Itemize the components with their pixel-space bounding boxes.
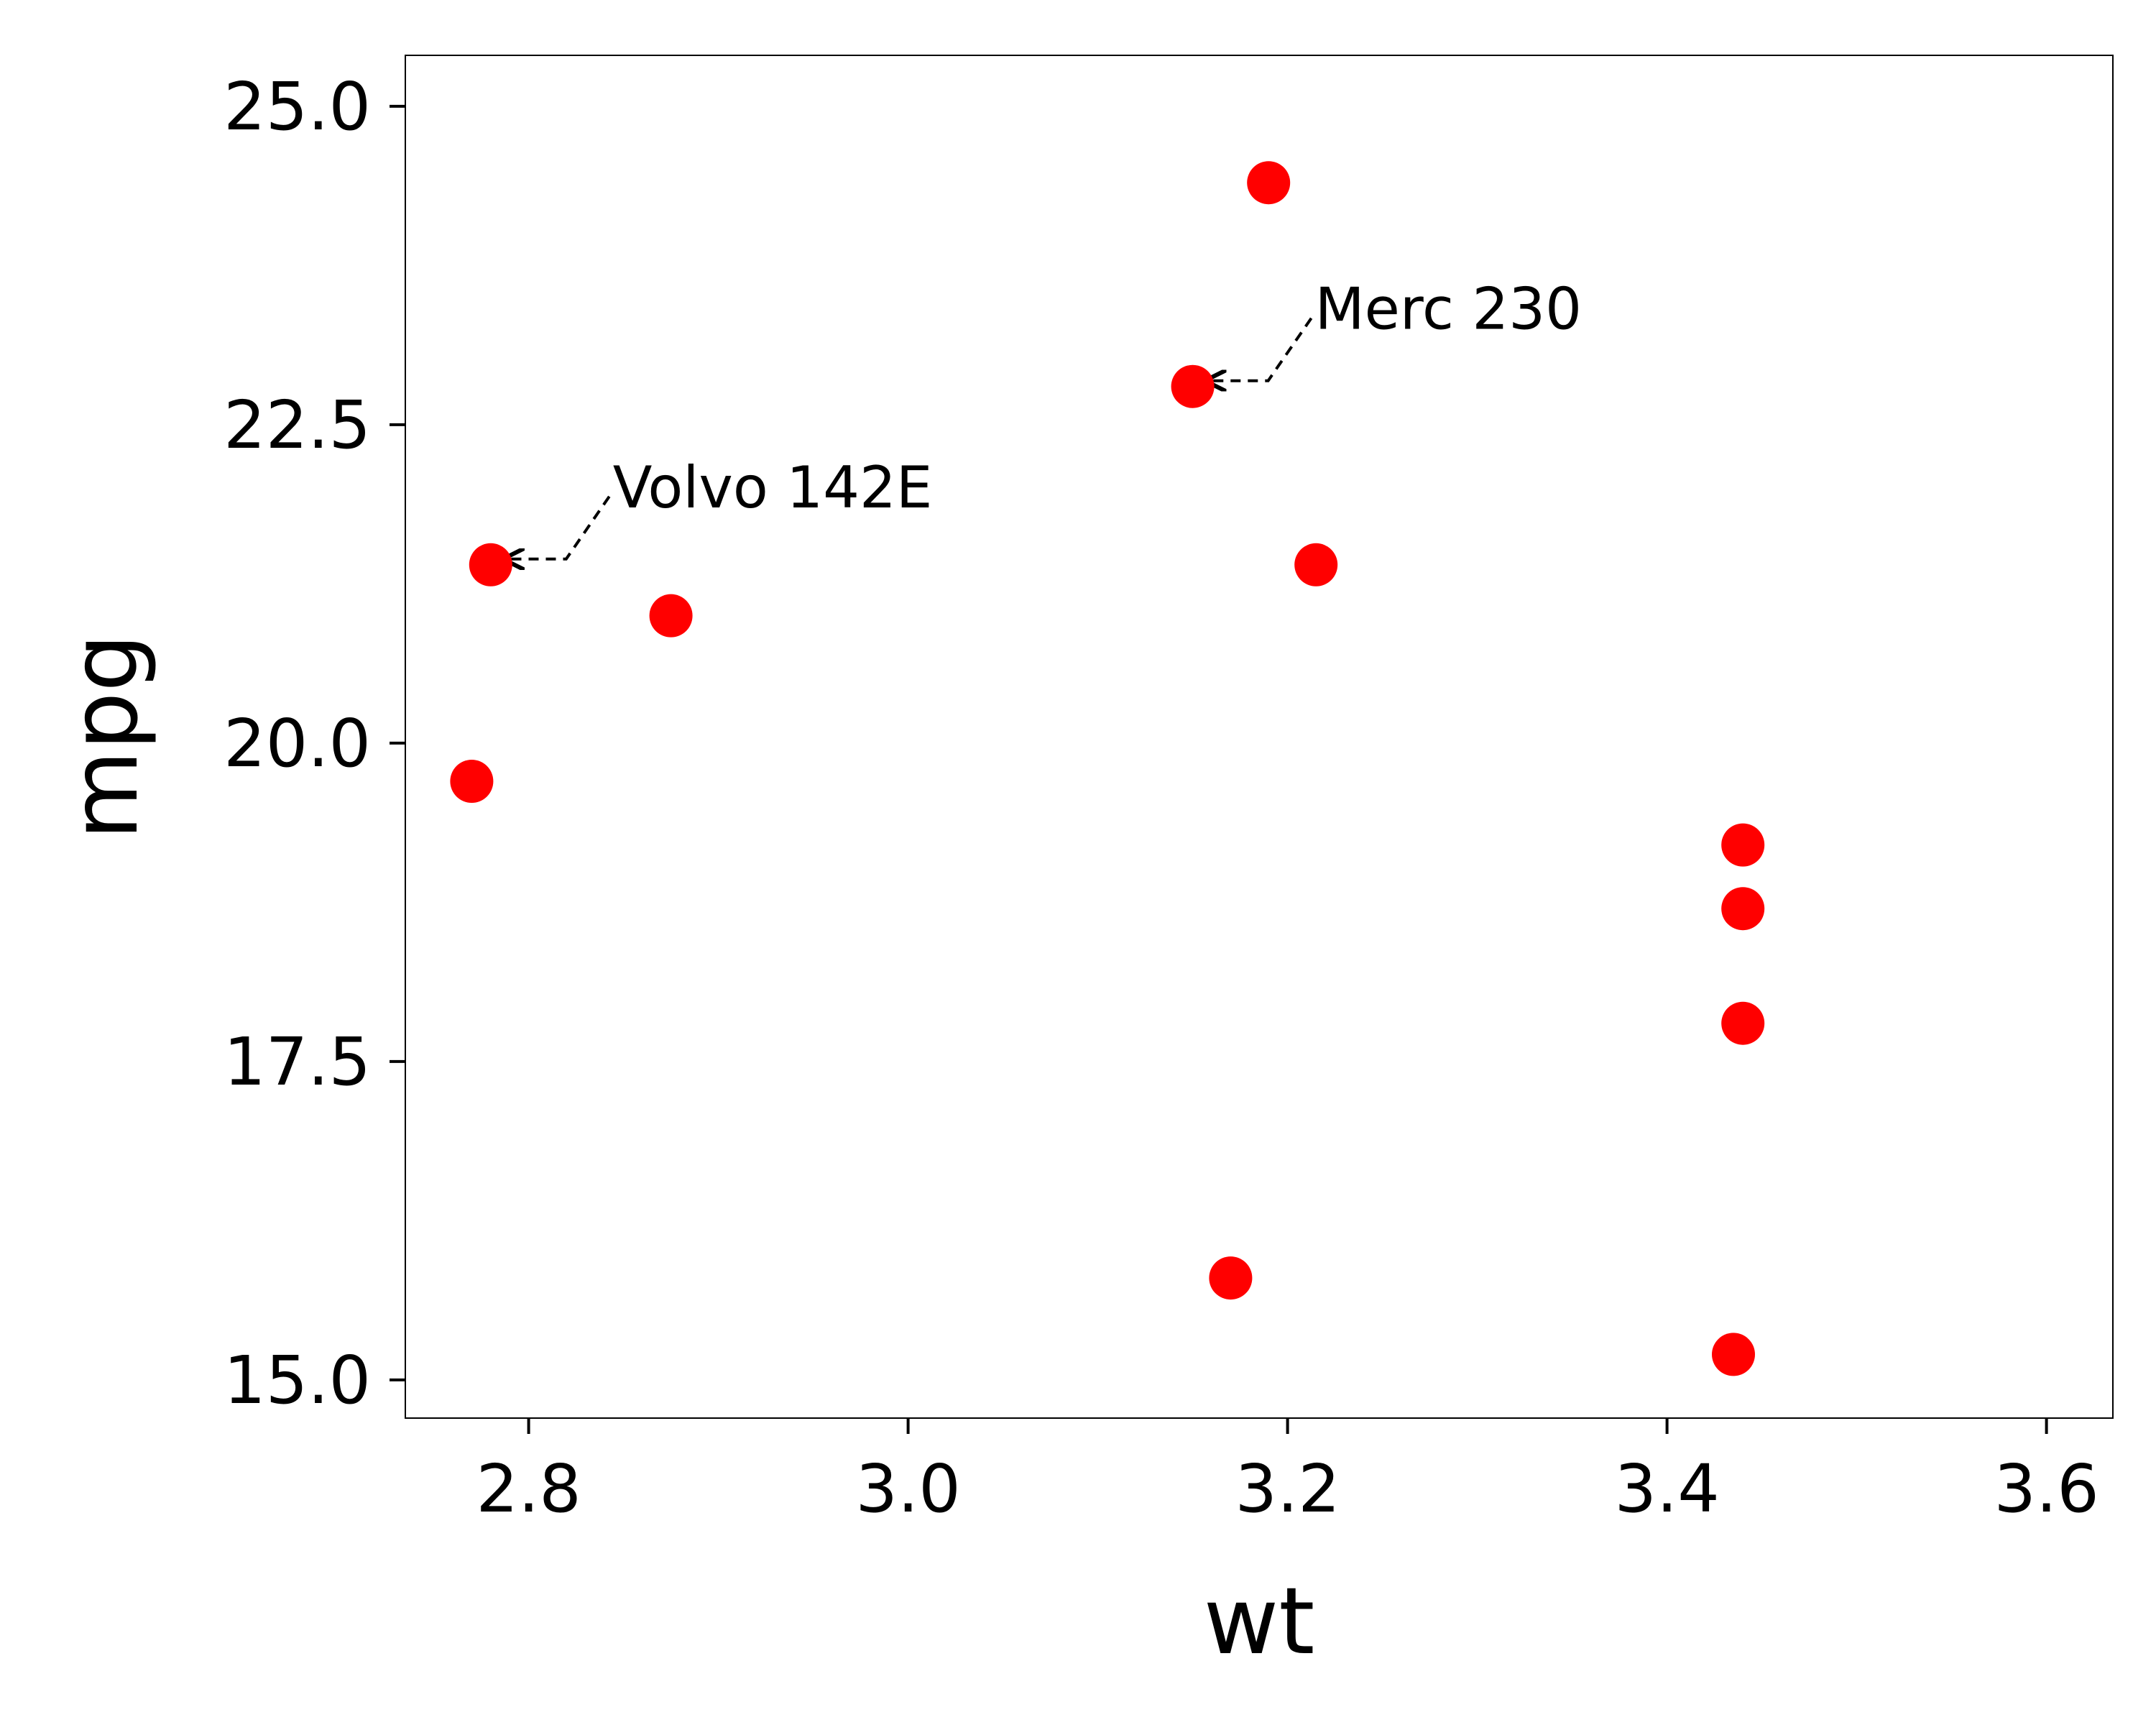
data-point <box>1712 1333 1755 1376</box>
y-axis: 15.0 17.5 20.0 22.5 25.0 <box>224 68 405 1419</box>
annotations: Volvo 142E Merc 230 <box>505 276 1582 559</box>
data-point <box>469 543 512 586</box>
data-points <box>450 161 1765 1376</box>
annotation-arrow <box>1207 317 1313 381</box>
x-tick-label: 3.0 <box>855 1450 960 1527</box>
data-point <box>1171 364 1215 408</box>
y-tick-label: 17.5 <box>224 1024 371 1100</box>
x-tick-label: 3.2 <box>1235 1450 1340 1527</box>
data-point <box>450 760 494 804</box>
data-point <box>1247 161 1291 205</box>
x-axis-title: wt <box>1204 1568 1315 1675</box>
annotation-arrow <box>505 495 611 559</box>
y-tick-label: 15.0 <box>224 1342 371 1419</box>
data-point <box>1721 1001 1765 1045</box>
y-tick-label: 25.0 <box>224 68 371 145</box>
data-point <box>1721 887 1765 931</box>
annotation-label: Merc 230 <box>1315 276 1582 343</box>
x-tick-label: 2.8 <box>476 1450 581 1527</box>
y-axis-title: mpg <box>52 633 159 840</box>
data-point <box>649 594 693 638</box>
plot-area-frame <box>405 55 2114 1419</box>
data-point <box>1209 1256 1253 1300</box>
data-point <box>1721 823 1765 867</box>
x-tick-label: 3.4 <box>1614 1450 1719 1527</box>
x-tick-label: 3.6 <box>1994 1450 2099 1527</box>
data-point <box>1294 543 1338 586</box>
y-tick-label: 20.0 <box>224 705 371 782</box>
x-axis: 2.8 3.0 3.2 3.4 3.6 <box>476 1418 2099 1527</box>
y-tick-label: 22.5 <box>224 387 371 464</box>
annotation-label: Volvo 142E <box>613 454 933 521</box>
